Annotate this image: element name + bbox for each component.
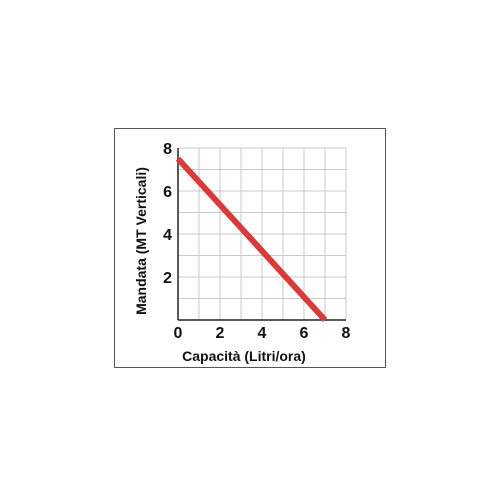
y-tick-label: 8	[163, 141, 172, 158]
x-tick-label: 8	[342, 325, 351, 342]
x-tick-label: 6	[300, 325, 309, 342]
y-tick-labels: 2 4 6 8	[163, 141, 172, 287]
series-layer	[175, 156, 328, 323]
x-tick-label: 0	[174, 325, 183, 342]
x-tick-labels: 0 2 4 6 8	[174, 325, 351, 342]
series-line	[175, 156, 328, 323]
x-tick-label: 4	[258, 325, 267, 342]
y-axis-label: Mandata (MT Verticali)	[133, 167, 149, 315]
y-tick-label: 6	[163, 184, 172, 201]
grid	[177, 147, 347, 321]
x-tick-label: 2	[216, 325, 225, 342]
chart-frame	[114, 128, 386, 368]
x-axis-label: Capacità (Litri/ora)	[182, 348, 306, 364]
y-tick-label: 4	[163, 227, 172, 244]
y-tick-label: 2	[163, 270, 172, 287]
